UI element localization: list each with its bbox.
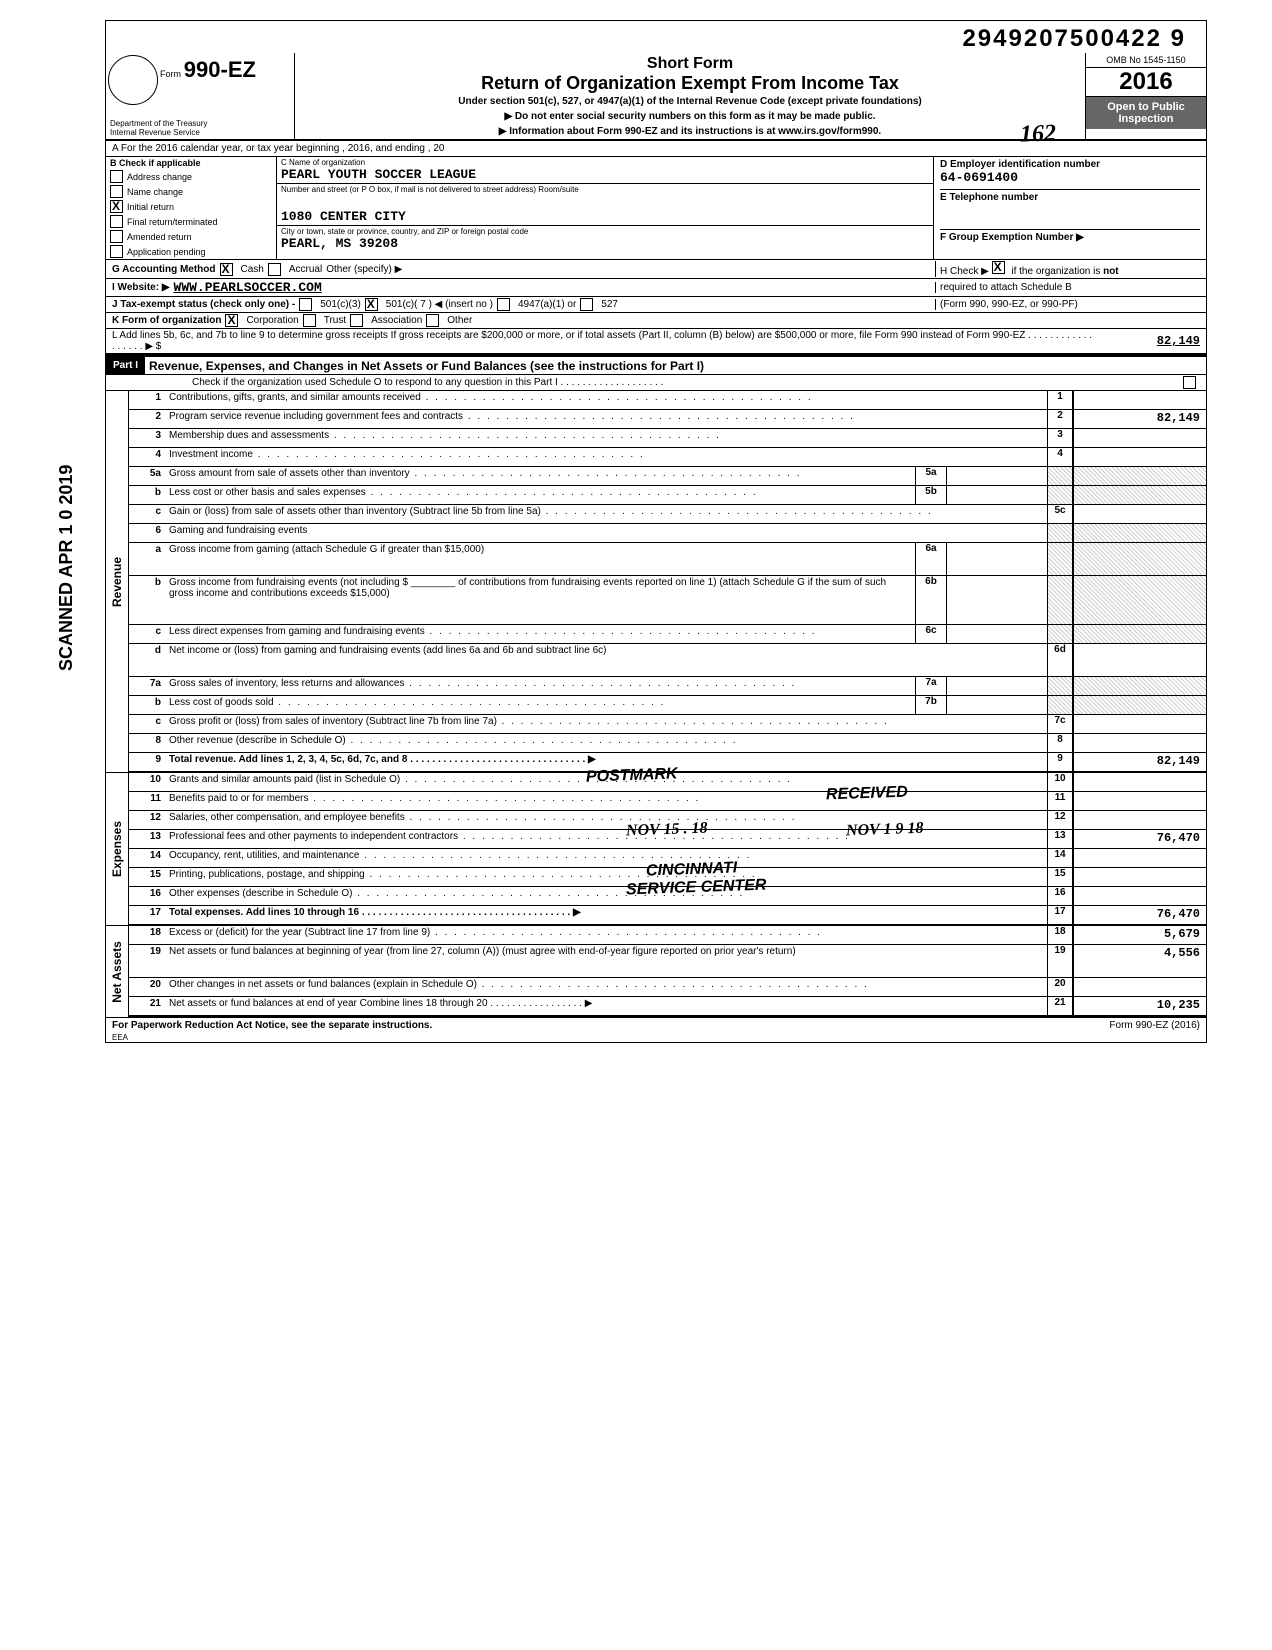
line-6c: Less direct expenses from gaming and fun… xyxy=(167,625,915,643)
org-name: PEARL YOUTH SOCCER LEAGUE xyxy=(281,167,929,182)
revenue-label: Revenue xyxy=(110,556,124,606)
scanned-stamp: SCANNED APR 1 0 2019 xyxy=(56,465,77,671)
form-title: Return of Organization Exempt From Incom… xyxy=(301,73,1079,94)
line-14: Occupancy, rent, utilities, and maintena… xyxy=(167,849,1047,867)
part1-header: Part I Revenue, Expenses, and Changes in… xyxy=(106,355,1206,375)
tax-year: 2016 xyxy=(1086,68,1206,97)
amt-18: 5,679 xyxy=(1073,926,1206,944)
line-1: Contributions, gifts, grants, and simila… xyxy=(167,391,1047,409)
expenses-label: Expenses xyxy=(110,821,124,877)
line-20: Other changes in net assets or fund bala… xyxy=(167,978,1047,996)
label-street: Number and street (or P O box, if mail i… xyxy=(281,185,929,194)
warning-1: ▶ Do not enter social security numbers o… xyxy=(301,111,1079,122)
amt-2: 82,149 xyxy=(1073,410,1206,428)
check-amended[interactable] xyxy=(110,230,123,243)
label-j: J Tax-exempt status (check only one) - xyxy=(112,299,295,310)
line-6d: Net income or (loss) from gaming and fun… xyxy=(167,644,1047,676)
ein-value: 64-0691400 xyxy=(940,170,1200,185)
line-19: Net assets or fund balances at beginning… xyxy=(167,945,1047,977)
section-b-label: B Check if applicable xyxy=(106,157,276,169)
label-city: City or town, state or province, country… xyxy=(281,227,929,236)
open-inspection: Open to Public Inspection xyxy=(1086,97,1206,129)
check-final-return[interactable] xyxy=(110,215,123,228)
amt-13: 76,470 xyxy=(1073,830,1206,848)
check-address[interactable] xyxy=(110,170,123,183)
label-k: K Form of organization xyxy=(112,315,221,326)
check-4947[interactable] xyxy=(497,298,510,311)
line-3: Membership dues and assessments xyxy=(167,429,1047,447)
footer-eea: EEA xyxy=(106,1033,1206,1042)
check-cash[interactable] xyxy=(220,263,233,276)
line-4: Investment income xyxy=(167,448,1047,466)
dept-irs: Internal Revenue Service xyxy=(110,128,207,137)
amt-9: 82,149 xyxy=(1073,753,1206,771)
line-7c: Gross profit or (loss) from sales of inv… xyxy=(167,715,1047,733)
line-7a: Gross sales of inventory, less returns a… xyxy=(167,677,915,695)
check-h[interactable] xyxy=(992,261,1005,274)
check-pending[interactable] xyxy=(110,245,123,258)
footer-right: Form 990-EZ (2016) xyxy=(1109,1020,1200,1031)
check-schedule-o[interactable] xyxy=(1183,376,1196,389)
handwritten-162: 162 xyxy=(1020,120,1057,148)
check-501c[interactable] xyxy=(365,298,378,311)
omb-number: OMB No 1545-1150 xyxy=(1086,53,1206,68)
label-tel: E Telephone number xyxy=(940,189,1200,203)
label-ein: D Employer identification number xyxy=(940,159,1200,170)
check-assoc[interactable] xyxy=(350,314,363,327)
label-f: F Group Exemption Number ▶ xyxy=(940,229,1200,243)
footer-left: For Paperwork Reduction Act Notice, see … xyxy=(112,1020,432,1031)
amt-21: 10,235 xyxy=(1073,997,1206,1015)
org-street: 1080 CENTER CITY xyxy=(281,209,929,224)
stamp-nov19: NOV 1 9 18 xyxy=(846,820,924,841)
amt-19: 4,556 xyxy=(1073,945,1206,977)
org-city: PEARL, MS 39208 xyxy=(281,236,929,251)
stamp-received: RECEIVED xyxy=(826,784,908,805)
short-form: Short Form xyxy=(301,55,1079,73)
form-number: 990-EZ xyxy=(184,57,256,82)
check-initial-return[interactable] xyxy=(110,200,123,213)
line-18: Excess or (deficit) for the year (Subtra… xyxy=(167,926,1047,944)
check-501c3[interactable] xyxy=(299,298,312,311)
line-5c: Gain or (loss) from sale of assets other… xyxy=(167,505,1047,523)
line-2: Program service revenue including govern… xyxy=(167,410,1047,428)
form-subtitle: Under section 501(c), 527, or 4947(a)(1)… xyxy=(301,96,1079,107)
warning-2: ▶ Information about Form 990-EZ and its … xyxy=(301,126,1079,137)
part1-check-line: Check if the organization used Schedule … xyxy=(112,377,663,388)
line-15: Printing, publications, postage, and shi… xyxy=(167,868,1047,886)
irs-seal xyxy=(108,55,158,105)
label-i: I Website: ▶ xyxy=(112,282,170,293)
dept-treasury: Department of the Treasury xyxy=(110,119,207,128)
line-l-amount: 82,149 xyxy=(1100,334,1200,348)
check-trust[interactable] xyxy=(303,314,316,327)
label-g: G Accounting Method xyxy=(112,264,216,275)
line-6: Gaming and fundraising events xyxy=(167,524,1047,542)
line-17: Total expenses. Add lines 10 through 16 … xyxy=(167,906,1047,924)
check-527[interactable] xyxy=(580,298,593,311)
check-other-org[interactable] xyxy=(426,314,439,327)
netassets-label: Net Assets xyxy=(110,941,124,1003)
website: WWW.PEARLSOCCER.COM xyxy=(174,280,322,295)
label-c-name: C Name of organization xyxy=(281,158,929,167)
stamp-postmark: POSTMARK xyxy=(586,765,678,786)
line-5a: Gross amount from sale of assets other t… xyxy=(167,467,915,485)
line-l: L Add lines 5b, 6c, and 7b to line 9 to … xyxy=(112,330,1096,352)
line-11: Benefits paid to or for members xyxy=(167,792,1047,810)
line-5b: Less cost or other basis and sales expen… xyxy=(167,486,915,504)
amt-17: 76,470 xyxy=(1073,906,1206,924)
check-corp[interactable] xyxy=(225,314,238,327)
line-8: Other revenue (describe in Schedule O) xyxy=(167,734,1047,752)
line-16: Other expenses (describe in Schedule O) xyxy=(167,887,1047,905)
check-name-change[interactable] xyxy=(110,185,123,198)
check-accrual[interactable] xyxy=(268,263,281,276)
line-6a: Gross income from gaming (attach Schedul… xyxy=(167,543,915,575)
line-6b: Gross income from fundraising events (no… xyxy=(167,576,915,624)
stamp-nov15: NOV 15 . 18 xyxy=(626,820,708,841)
line-7b: Less cost of goods sold xyxy=(167,696,915,714)
tracking-number: 2949207500422 9 xyxy=(106,21,1206,53)
line-21: Net assets or fund balances at end of ye… xyxy=(167,997,1047,1015)
